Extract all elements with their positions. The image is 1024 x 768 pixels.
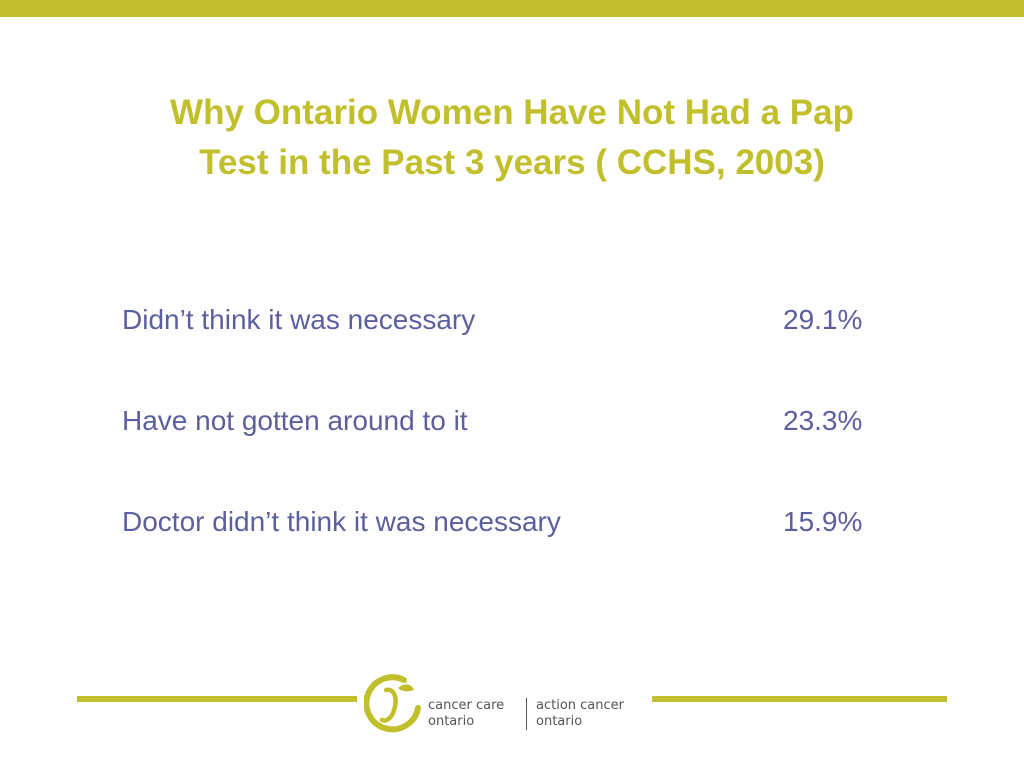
cancer-care-ontario-logo-icon xyxy=(364,674,421,733)
logo-text-french: action cancer ontario xyxy=(536,698,624,730)
cancer-care-ontario-logo: cancer care ontario action cancer ontari… xyxy=(364,670,648,736)
reason-label: Have not gotten around to it xyxy=(122,405,468,436)
reason-row: Have not gotten around to it 23.3% xyxy=(122,399,902,500)
reason-percentage: 15.9% xyxy=(783,506,863,537)
slide-title: Why Ontario Women Have Not Had a Pap Tes… xyxy=(80,88,944,188)
reason-percentage: 23.3% xyxy=(783,405,863,436)
logo-divider xyxy=(526,698,527,730)
logo-text-french-line-2: ontario xyxy=(536,714,583,729)
slide-title-line-1: Why Ontario Women Have Not Had a Pap xyxy=(170,93,854,132)
reason-row: Didn’t think it was necessary 29.1% xyxy=(122,298,902,399)
logo-text-french-line-1: action cancer xyxy=(536,698,624,713)
reason-percentage: 29.1% xyxy=(783,304,863,335)
footer-line-right xyxy=(652,696,947,702)
logo-text-english-line-1: cancer care xyxy=(428,698,505,713)
reason-label: Doctor didn’t think it was necessary xyxy=(122,506,561,537)
reason-label: Didn’t think it was necessary xyxy=(122,304,476,335)
logo-text-english: cancer care ontario xyxy=(428,698,504,730)
reason-row: Doctor didn’t think it was necessary 15.… xyxy=(122,500,902,601)
top-accent-bar xyxy=(0,0,1024,17)
logo-text-english-line-2: ontario xyxy=(428,714,475,729)
footer-line-left xyxy=(77,696,357,702)
slide-title-line-2: Test in the Past 3 years ( CCHS, 2003) xyxy=(199,143,825,182)
reasons-list: Didn’t think it was necessary 29.1% Have… xyxy=(122,298,902,601)
